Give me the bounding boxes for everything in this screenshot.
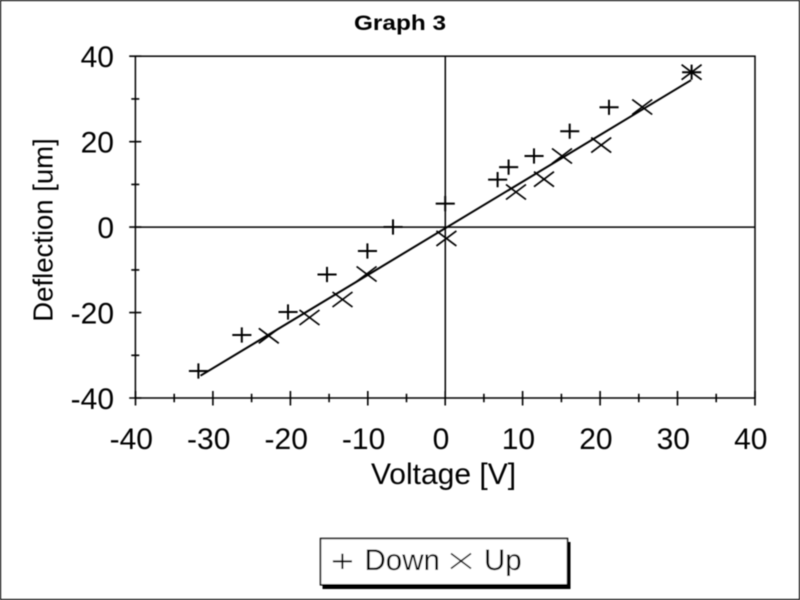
svg-text:Deflection [um]: Deflection [um] bbox=[27, 138, 58, 321]
svg-text:40: 40 bbox=[734, 423, 767, 456]
svg-text:-40: -40 bbox=[110, 423, 153, 456]
svg-text:Up: Up bbox=[484, 544, 522, 577]
svg-text:20: 20 bbox=[579, 423, 612, 456]
svg-text:-30: -30 bbox=[187, 423, 230, 456]
svg-text:-40: -40 bbox=[71, 383, 114, 416]
svg-text:Voltage [V]: Voltage [V] bbox=[371, 458, 516, 491]
svg-text:-20: -20 bbox=[71, 297, 114, 330]
svg-text:30: 30 bbox=[657, 423, 690, 456]
svg-text:0: 0 bbox=[433, 423, 450, 456]
svg-text:Down: Down bbox=[365, 544, 440, 577]
svg-text:20: 20 bbox=[81, 127, 114, 160]
svg-text:10: 10 bbox=[502, 423, 535, 456]
svg-text:0: 0 bbox=[97, 212, 114, 245]
svg-text:-10: -10 bbox=[342, 423, 385, 456]
svg-text:40: 40 bbox=[81, 41, 114, 74]
svg-text:-20: -20 bbox=[265, 423, 308, 456]
svg-text:Graph 3: Graph 3 bbox=[354, 11, 446, 35]
